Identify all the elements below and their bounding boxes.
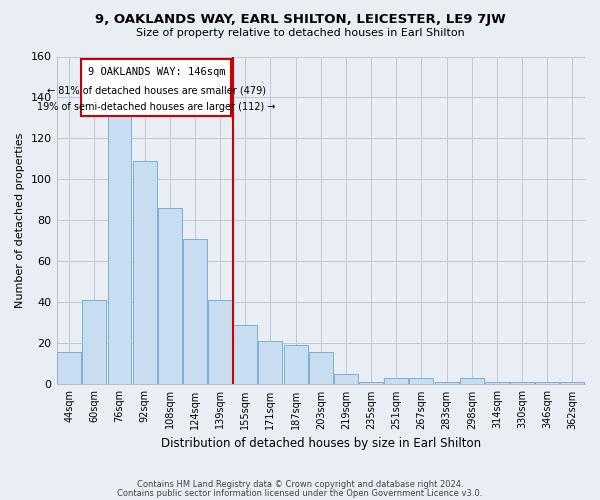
Bar — [385, 378, 408, 384]
Bar — [133, 161, 157, 384]
Y-axis label: Number of detached properties: Number of detached properties — [15, 133, 25, 308]
Text: 19% of semi-detached houses are larger (112) →: 19% of semi-detached houses are larger (… — [37, 102, 275, 112]
Bar — [158, 208, 182, 384]
Bar — [334, 374, 358, 384]
Text: Contains public sector information licensed under the Open Government Licence v3: Contains public sector information licen… — [118, 488, 482, 498]
Bar — [535, 382, 559, 384]
Bar — [57, 352, 81, 384]
Text: Contains HM Land Registry data © Crown copyright and database right 2024.: Contains HM Land Registry data © Crown c… — [137, 480, 463, 489]
Text: ← 81% of detached houses are smaller (479): ← 81% of detached houses are smaller (47… — [47, 85, 266, 95]
Bar — [233, 325, 257, 384]
Bar — [359, 382, 383, 384]
Bar — [485, 382, 509, 384]
Text: 9, OAKLANDS WAY, EARL SHILTON, LEICESTER, LE9 7JW: 9, OAKLANDS WAY, EARL SHILTON, LEICESTER… — [95, 12, 505, 26]
Bar — [510, 382, 534, 384]
Bar — [82, 300, 106, 384]
Bar — [208, 300, 232, 384]
Bar — [560, 382, 584, 384]
Bar — [434, 382, 458, 384]
Bar — [107, 112, 131, 384]
Text: Size of property relative to detached houses in Earl Shilton: Size of property relative to detached ho… — [136, 28, 464, 38]
X-axis label: Distribution of detached houses by size in Earl Shilton: Distribution of detached houses by size … — [161, 437, 481, 450]
FancyBboxPatch shape — [81, 58, 232, 116]
Bar — [309, 352, 333, 384]
Bar — [460, 378, 484, 384]
Bar — [183, 239, 207, 384]
Text: 9 OAKLANDS WAY: 146sqm: 9 OAKLANDS WAY: 146sqm — [88, 66, 225, 76]
Bar — [284, 346, 308, 385]
Bar — [409, 378, 433, 384]
Bar — [259, 342, 283, 384]
